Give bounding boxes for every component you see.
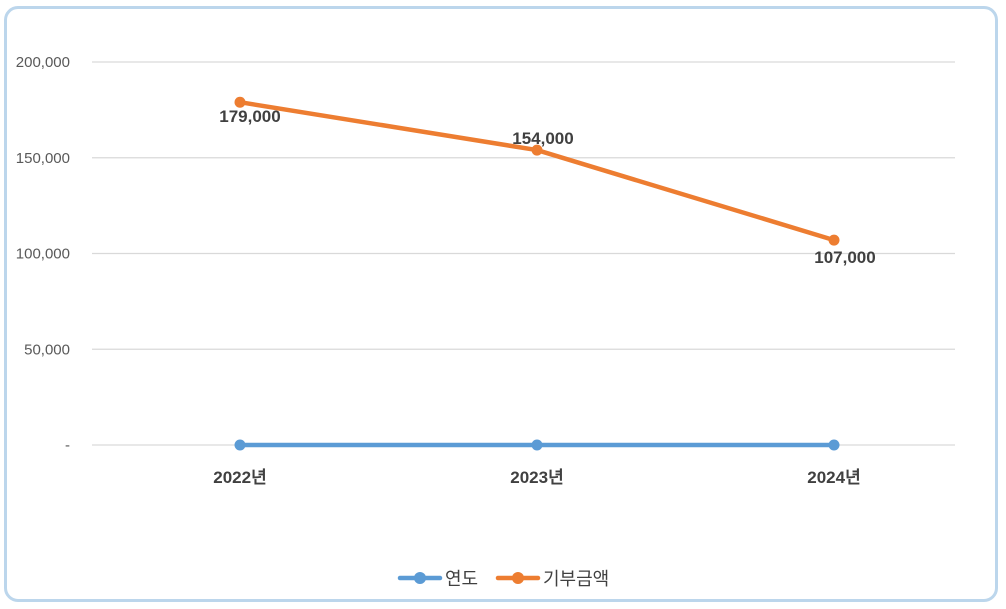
series-line [237,99,837,243]
y-tick-label: 150,000 [16,150,70,167]
data-point [531,439,543,451]
y-axis-ticks: - 50,000 100,000 150,000 200,000 [16,54,70,454]
data-label: 107,000 [814,248,875,267]
x-axis-ticks: 2022년 2023년 2024년 [213,468,860,487]
series-group [234,96,840,451]
data-point [234,96,246,108]
legend: 연도 기부금액 [397,569,609,589]
chart-frame [4,6,998,602]
y-tick-label: 100,000 [16,246,70,263]
y-tick-label: 200,000 [16,54,70,71]
y-tick-label: 50,000 [24,341,70,358]
data-point [828,234,840,246]
legend-label: 연도 [445,569,478,589]
data-label: 154,000 [512,129,573,148]
x-tick-label: 2022년 [213,468,266,487]
data-labels: 179,000 154,000 107,000 [219,107,875,267]
data-point [234,439,246,451]
legend-swatch-marker [512,572,524,584]
x-tick-label: 2024년 [807,468,860,487]
x-tick-label: 2023년 [510,468,563,487]
legend-label: 기부금액 [543,569,609,589]
legend-swatch-marker [414,572,426,584]
data-label: 179,000 [219,107,280,126]
data-point [828,439,840,451]
data-point [531,144,543,156]
y-tick-label: - [65,437,70,454]
